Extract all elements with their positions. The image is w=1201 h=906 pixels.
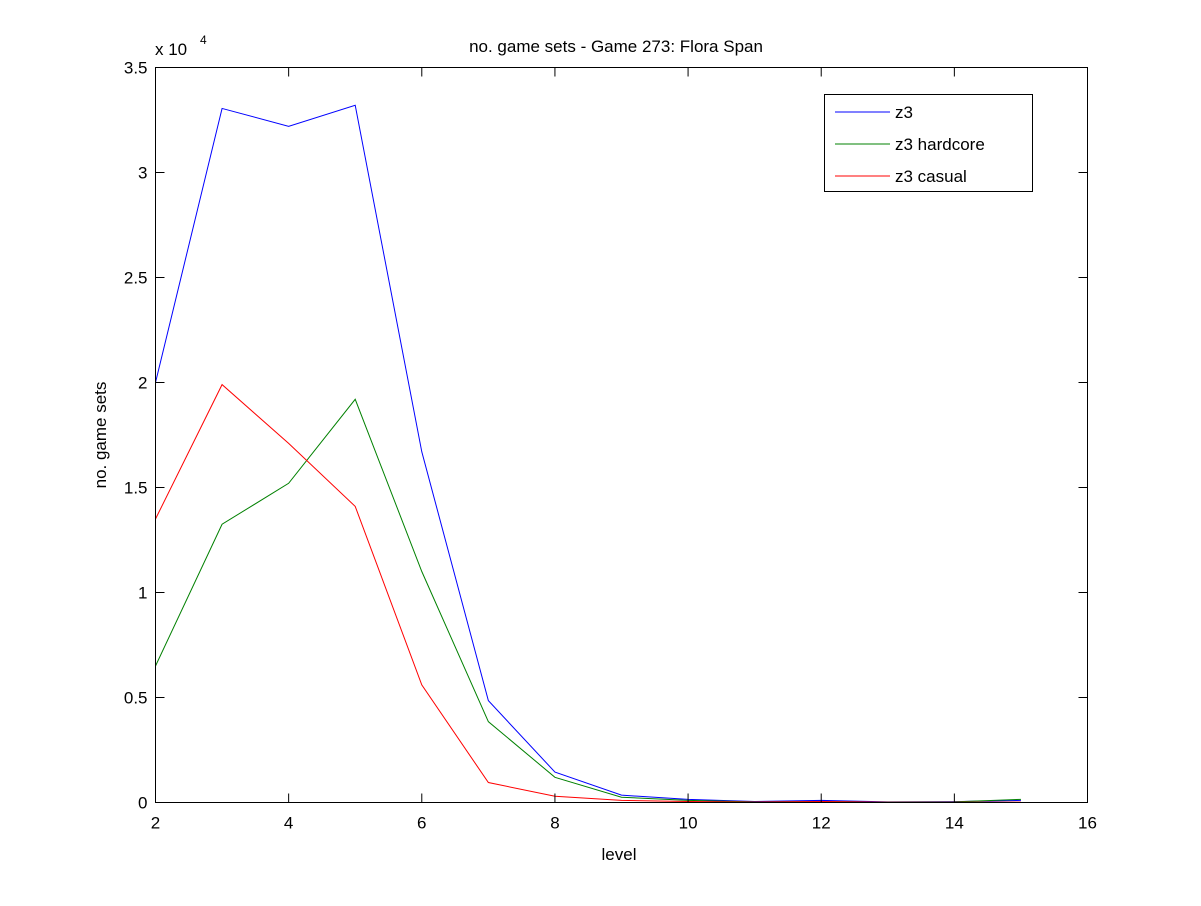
x-tick-label: 8 <box>550 814 559 833</box>
x-tick-label: 6 <box>417 814 426 833</box>
y-tick-label: 2.5 <box>124 269 148 288</box>
legend-box <box>824 94 1033 192</box>
x-tick-label: 2 <box>151 814 160 833</box>
y-tick-label: 3.5 <box>124 59 148 78</box>
y-axis-multiplier-exponent: 4 <box>200 33 207 47</box>
y-axis-multiplier: x 10 <box>155 40 187 59</box>
y-tick-label: 1 <box>138 584 147 603</box>
legend-label-2: z3 hardcore <box>895 135 985 154</box>
x-tick-label: 4 <box>284 814 293 833</box>
x-tick-label: 12 <box>812 814 831 833</box>
y-tick-label: 3 <box>138 164 147 183</box>
y-tick-label: 1.5 <box>124 479 148 498</box>
y-axis-label: no. game sets <box>91 382 110 489</box>
x-tick-label: 16 <box>1078 814 1097 833</box>
y-tick-label: 0.5 <box>124 689 148 708</box>
x-axis-label: level <box>602 845 637 864</box>
legend: z3 z3 hardcore z3 casual <box>824 94 1033 192</box>
legend-label-1: z3 <box>895 103 913 122</box>
x-tick-label: 14 <box>945 814 964 833</box>
y-tick-label: 2 <box>138 374 147 393</box>
y-tick-label: 0 <box>138 794 147 813</box>
x-tick-label: 10 <box>679 814 698 833</box>
chart-title: no. game sets - Game 273: Flora Span <box>469 37 763 56</box>
legend-label-3: z3 casual <box>895 167 967 186</box>
plot-area-frame <box>155 67 1088 803</box>
ticks-layer: 2 4 6 8 10 12 14 16 0 0.5 1 1.5 2 2.5 3 3.5 <box>124 59 1097 833</box>
